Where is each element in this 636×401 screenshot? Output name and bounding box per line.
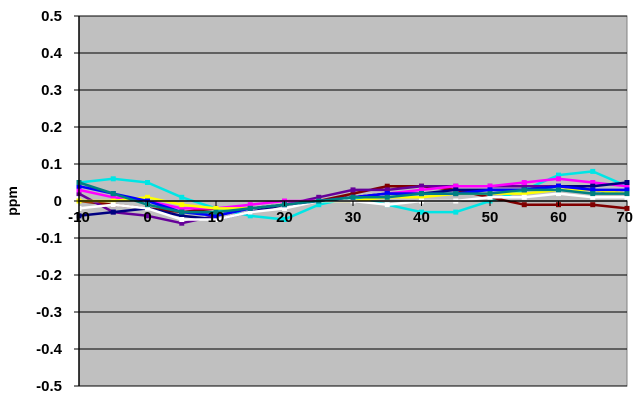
data-point <box>521 191 527 197</box>
data-point <box>179 209 185 215</box>
y-tick-label: 0.4 <box>41 45 63 62</box>
data-point <box>453 183 459 189</box>
data-point <box>145 180 150 185</box>
data-point <box>590 191 596 197</box>
data-point <box>350 194 356 200</box>
data-point <box>556 176 561 182</box>
y-tick-labels: 0.5 0.4 0.3 0.2 0.1 0 -0.1 -0.2 -0.3 -0.4 -0.5 <box>36 8 63 395</box>
data-point <box>590 187 596 193</box>
data-point <box>316 194 322 200</box>
data-point <box>110 202 116 208</box>
data-point <box>179 205 185 211</box>
data-point <box>213 209 219 215</box>
data-point <box>590 180 596 185</box>
data-point <box>419 183 424 189</box>
data-point <box>556 172 561 178</box>
data-point <box>145 205 150 211</box>
data-point <box>282 217 287 222</box>
data-point <box>624 205 630 211</box>
data-point <box>179 220 185 226</box>
x-tick-label: 60 <box>550 209 567 226</box>
data-point <box>179 217 185 222</box>
data-point <box>487 187 493 193</box>
data-point <box>384 191 390 197</box>
data-point <box>590 194 596 200</box>
data-point <box>384 187 390 193</box>
data-point <box>316 202 322 208</box>
data-point <box>419 187 424 193</box>
data-point <box>419 209 424 215</box>
data-point <box>282 205 287 211</box>
data-point <box>487 194 493 200</box>
data-point <box>384 202 390 208</box>
data-point <box>110 209 116 215</box>
data-point <box>521 183 527 189</box>
y-tick-label: 0.5 <box>41 8 62 25</box>
data-point <box>213 213 219 219</box>
data-point <box>624 194 630 200</box>
data-point <box>590 202 596 208</box>
data-point <box>145 194 150 200</box>
data-point <box>247 202 253 208</box>
x-tick-label: 70 <box>616 209 633 226</box>
data-point <box>590 183 596 189</box>
data-point <box>247 213 253 219</box>
data-point <box>350 191 356 197</box>
y-tick-label: 0.3 <box>41 82 62 99</box>
data-point <box>521 187 527 193</box>
y-tick-label: 0.2 <box>41 119 62 136</box>
data-point <box>384 183 390 189</box>
data-point <box>556 183 561 189</box>
data-point <box>419 194 424 200</box>
y-tick-label: 0.1 <box>41 156 62 173</box>
data-point <box>145 213 150 219</box>
y-tick-label: -0.4 <box>36 341 63 358</box>
y-tick-label: -0.2 <box>36 267 62 284</box>
data-point <box>624 183 630 189</box>
data-point <box>624 180 630 185</box>
data-point <box>487 183 493 189</box>
data-point <box>110 191 116 197</box>
data-point <box>247 209 253 215</box>
data-point <box>556 191 561 197</box>
data-point <box>179 194 185 200</box>
x-tick-label: 50 <box>482 209 499 226</box>
data-point <box>487 191 493 197</box>
x-tick-label: 0 <box>143 209 151 226</box>
axes <box>74 15 628 387</box>
data-point <box>350 187 356 193</box>
data-point <box>521 202 527 208</box>
data-point <box>453 187 459 193</box>
data-point <box>624 187 630 193</box>
x-tick-label: 10 <box>208 209 225 226</box>
y-axis-label: ppm <box>4 186 20 216</box>
data-point <box>110 194 116 200</box>
data-point <box>110 176 116 182</box>
y-tick-label: -0.3 <box>36 304 62 321</box>
data-point <box>213 205 219 211</box>
data-point <box>521 180 527 185</box>
x-tick-label: -10 <box>68 209 90 226</box>
data-point <box>213 217 219 222</box>
data-point <box>419 191 424 197</box>
data-point <box>453 191 459 197</box>
x-tick-label: 40 <box>413 209 430 226</box>
data-point <box>247 205 253 211</box>
x-tick-label: 20 <box>276 209 293 226</box>
data-point <box>590 168 596 174</box>
y-tick-label: -0.5 <box>36 378 62 395</box>
y-tick-label: 0 <box>54 193 62 210</box>
data-point <box>624 191 630 197</box>
data-point <box>384 194 390 200</box>
x-tick-label: 30 <box>345 209 362 226</box>
data-point <box>556 187 561 193</box>
data-point <box>521 194 527 200</box>
data-point <box>453 209 459 215</box>
data-point <box>179 213 185 219</box>
data-point <box>179 202 185 208</box>
x-tick-labels: -10 0 10 20 30 40 50 60 70 <box>68 209 633 226</box>
y-tick-label: -0.1 <box>36 230 62 247</box>
